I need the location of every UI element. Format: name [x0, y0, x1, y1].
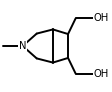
Text: N: N [19, 41, 26, 51]
Text: OH: OH [94, 69, 109, 79]
Text: OH: OH [94, 13, 109, 23]
